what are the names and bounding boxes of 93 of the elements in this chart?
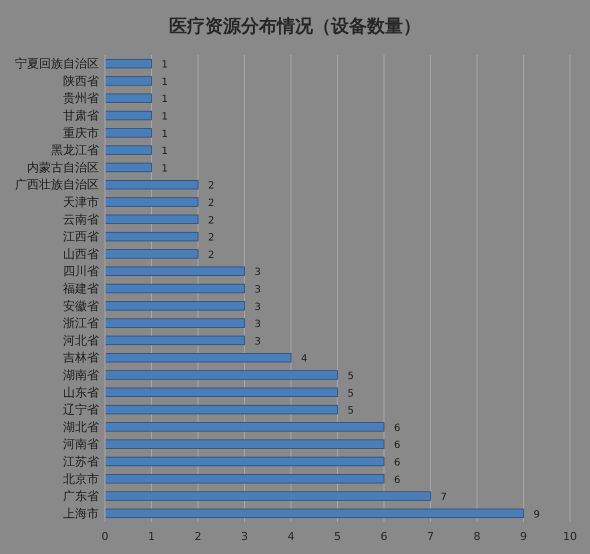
y-tick-label: 广东省 — [63, 489, 99, 504]
bar — [104, 266, 245, 276]
data-label: 6 — [394, 440, 400, 452]
y-tick-label: 浙江省 — [63, 316, 99, 330]
y-tick-label: 甘肃省 — [63, 108, 99, 123]
bar — [104, 474, 384, 484]
data-label: 5 — [348, 388, 354, 400]
bar — [104, 145, 152, 155]
x-tick-label: 7 — [427, 530, 434, 543]
bar — [104, 162, 152, 172]
data-label: 1 — [162, 112, 168, 123]
bar — [104, 456, 384, 466]
y-tick-label: 宁夏回族自治区 — [15, 56, 99, 71]
y-tick-label: 重庆市 — [63, 126, 99, 140]
bar — [104, 197, 198, 207]
y-tick-label: 北京市 — [63, 472, 99, 486]
data-label: 2 — [208, 232, 214, 244]
bar — [104, 76, 152, 86]
data-label: 6 — [394, 474, 400, 486]
y-tick-label: 江苏省 — [63, 454, 99, 468]
x-tick-label: 9 — [520, 530, 527, 543]
data-label: 7 — [440, 492, 447, 504]
data-label: 1 — [162, 60, 168, 71]
bar — [104, 128, 152, 138]
bar — [104, 249, 198, 259]
bar — [104, 336, 245, 346]
x-tick-label: 5 — [334, 530, 341, 543]
x-tick-label: 1 — [148, 530, 155, 543]
x-tick-label: 3 — [241, 530, 248, 543]
bar — [104, 214, 198, 224]
y-tick-label: 黑龙江省 — [51, 143, 99, 158]
y-tick-label: 吉林省 — [63, 350, 99, 365]
data-label: 1 — [162, 163, 168, 174]
y-tick-label: 山西省 — [63, 246, 99, 261]
y-tick-label: 陕西省 — [63, 74, 99, 88]
bar — [104, 404, 338, 414]
data-label: 1 — [162, 76, 168, 88]
data-label: 3 — [254, 336, 261, 348]
data-label: 1 — [162, 128, 168, 140]
bar — [104, 232, 198, 242]
bar — [104, 180, 198, 190]
data-label: 3 — [254, 267, 261, 278]
data-label: 2 — [208, 215, 214, 226]
bar — [104, 318, 245, 328]
x-tick-label: 0 — [102, 530, 108, 543]
bar — [104, 110, 152, 120]
y-tick-label: 内蒙古自治区 — [27, 160, 99, 174]
data-label: 4 — [301, 354, 308, 365]
y-tick-label: 四川省 — [63, 264, 99, 278]
data-label: 5 — [348, 406, 354, 417]
y-tick-label: 福建省 — [63, 282, 99, 296]
bar — [104, 301, 245, 311]
data-label: 2 — [208, 250, 214, 261]
data-label: 6 — [394, 457, 400, 468]
bar — [104, 370, 338, 380]
y-tick-label: 广西壮族自治区 — [15, 178, 99, 192]
x-tick-label: 2 — [194, 530, 202, 543]
data-label: 1 — [162, 146, 168, 158]
y-tick-label: 河北省 — [63, 333, 99, 348]
bar — [104, 94, 152, 103]
y-tick-label: 湖北省 — [63, 420, 99, 434]
x-tick-label: 4 — [288, 530, 294, 543]
y-tick-label: 河南省 — [63, 437, 99, 452]
bar — [104, 284, 245, 294]
y-tick-label: 辽宁省 — [63, 402, 99, 417]
x-tick-label: 8 — [474, 530, 480, 543]
bar — [104, 352, 292, 362]
bar — [104, 388, 338, 397]
bar — [104, 491, 431, 501]
bar — [104, 422, 384, 432]
y-tick-label: 天津市 — [63, 195, 99, 210]
data-label: 1 — [162, 94, 168, 106]
x-tick-label: 6 — [380, 530, 388, 543]
bar — [104, 439, 384, 449]
y-tick-label: 湖南省 — [63, 368, 99, 382]
x-tick-label: 10 — [563, 530, 577, 543]
bar — [104, 508, 524, 518]
chart-title: 医疗资源分布情况（设备数量） — [169, 16, 421, 37]
y-tick-label: 山东省 — [63, 385, 99, 400]
data-label: 6 — [394, 422, 400, 434]
data-label: 3 — [254, 284, 261, 296]
y-tick-label: 安徽省 — [63, 298, 99, 313]
y-tick-label: 上海市 — [63, 506, 99, 520]
bar — [104, 58, 152, 68]
data-label: 5 — [348, 370, 354, 382]
data-label: 2 — [208, 180, 214, 192]
data-label: 9 — [534, 509, 540, 520]
data-label: 2 — [208, 198, 214, 210]
data-label: 3 — [254, 319, 261, 330]
y-tick-label: 云南省 — [63, 212, 99, 226]
y-tick-label: 江西省 — [63, 230, 99, 244]
y-tick-label: 贵州省 — [63, 91, 99, 106]
data-label: 3 — [254, 302, 261, 313]
